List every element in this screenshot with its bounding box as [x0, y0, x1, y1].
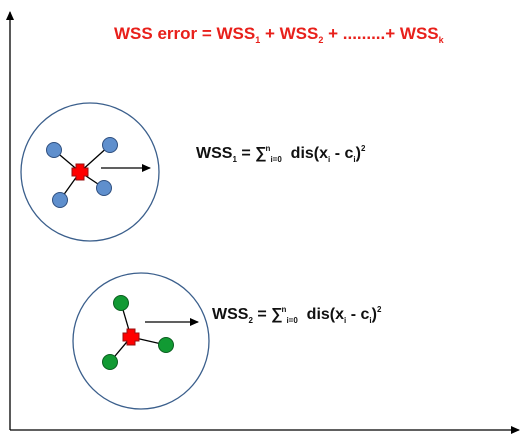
cluster-1-boundary	[20, 102, 160, 242]
wss2-lhs: WSS	[212, 306, 249, 323]
cluster-2-point	[113, 295, 129, 311]
cluster-1-point	[96, 180, 112, 196]
cluster-2-point	[158, 337, 174, 353]
wss1-close: )	[355, 145, 361, 162]
axes	[5, 11, 520, 434]
wss1-minus: - c	[330, 145, 354, 162]
wss2-sum-lower: i=0	[286, 316, 298, 325]
wss2-close: )	[371, 306, 377, 323]
wss1-formula: WSS1 = ∑ni=0 dis(xi - ci)2	[196, 144, 365, 164]
wss1-sum-lower: i=0	[270, 155, 282, 164]
title-sub-k: k	[438, 35, 444, 45]
wss2-x-sub: i	[344, 316, 347, 325]
wss2-formula: WSS2 = ∑ni=0 dis(xi - ci)2	[212, 305, 381, 325]
wss2-minus: - c	[346, 306, 370, 323]
title-plus: + WSS	[260, 24, 319, 43]
wss1-x-sub: i	[328, 155, 331, 164]
wss-error-title: WSS error = WSS1 + WSS2 + .........+ WSS…	[114, 24, 444, 45]
title-sub-2: 2	[318, 35, 324, 45]
cluster-2	[72, 272, 210, 410]
wss1-c-sub: i	[353, 155, 356, 164]
cluster-2-centroid	[122, 328, 140, 346]
wss2-exp: 2	[376, 305, 382, 314]
title-sub-1: 1	[255, 35, 261, 45]
title-prefix: WSS error = WSS	[114, 24, 256, 43]
wss1-dis: dis(x	[281, 145, 329, 162]
wss2-sum-upper: n	[281, 305, 287, 314]
wss1-lhs: WSS	[196, 145, 233, 162]
cluster-1-point	[102, 137, 118, 153]
wss1-lhs-sub: 1	[232, 155, 237, 164]
wss2-equals-sum: = ∑	[252, 306, 283, 323]
cluster-2-point	[102, 354, 118, 370]
cluster-1-point	[52, 192, 68, 208]
title-dots: + .........+ WSS	[323, 24, 439, 43]
wss1-sum-upper: n	[265, 144, 271, 153]
cluster-1	[20, 102, 160, 242]
wss2-c-sub: i	[369, 316, 372, 325]
wss2-lhs-sub: 2	[248, 316, 253, 325]
wss1-equals-sum: = ∑	[236, 145, 267, 162]
wss2-dis: dis(x	[297, 306, 345, 323]
wss1-exp: 2	[360, 144, 366, 153]
cluster-1-centroid	[71, 163, 89, 181]
cluster-2-boundary	[72, 272, 210, 410]
cluster-1-point	[46, 142, 62, 158]
